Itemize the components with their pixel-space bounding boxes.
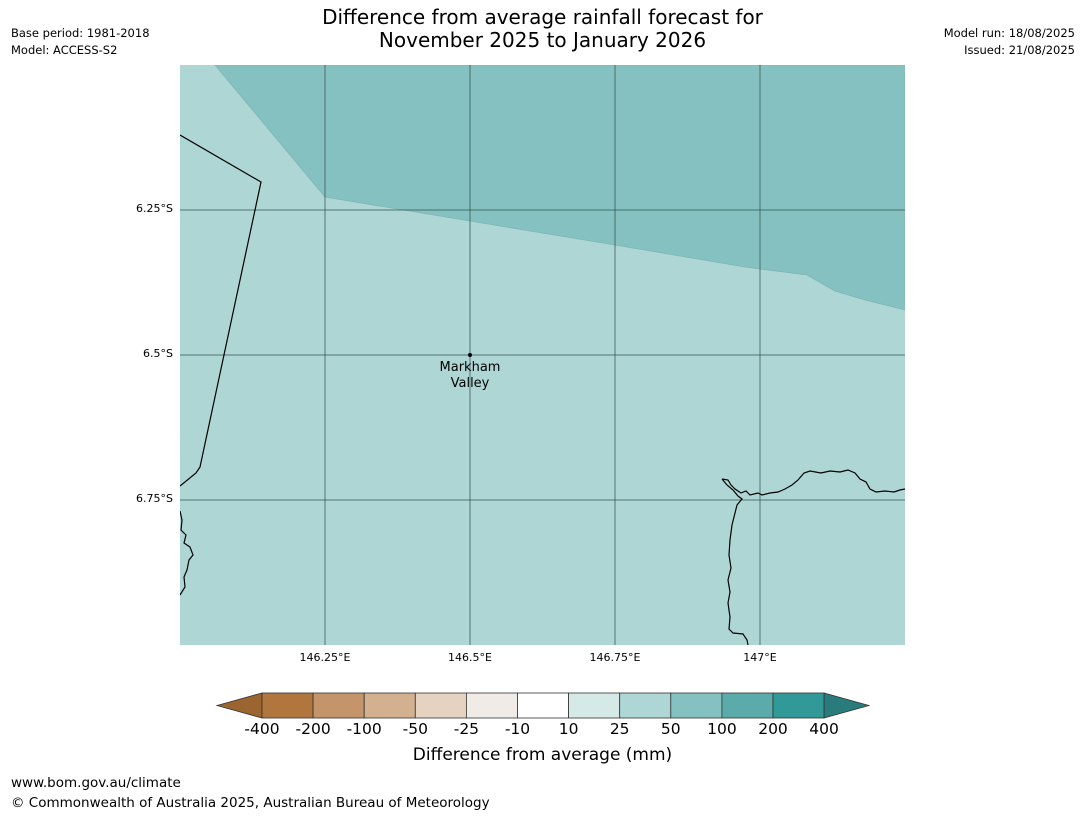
lat-tick-6-75: 6.75°S [136, 492, 173, 505]
base-period-text: Base period: 1981-2018 [11, 26, 150, 40]
colorbar-swatch [465, 692, 518, 719]
coastline-west [180, 510, 194, 596]
map-title: Difference from average rainfall forecas… [0, 6, 1085, 52]
model-text: Model: ACCESS-S2 [11, 43, 118, 57]
colorbar-tick-label: -400 [244, 720, 280, 738]
colorbar-arrow-high [823, 692, 870, 719]
model-run-text: Model run: 18/08/2025 [943, 26, 1075, 40]
colorbar-swatch [414, 692, 467, 719]
colorbar-swatch [517, 692, 569, 719]
meta-left: Base period: 1981-2018 Model: ACCESS-S2 [11, 25, 150, 59]
colorbar-swatch [363, 692, 416, 719]
colorbar-tick-label: -200 [295, 720, 331, 738]
province-boundary [180, 134, 262, 487]
colorbar-arrow-low [216, 692, 263, 719]
footer-url: www.bom.gov.au/climate [11, 775, 181, 791]
coastline-huon [721, 469, 905, 496]
colorbar-swatch [568, 692, 621, 719]
colorbar-title: Difference from average (mm) [412, 745, 673, 765]
colorbar-tick-label: -100 [346, 720, 382, 738]
place-label-markham-valley: Markham Valley [420, 360, 520, 392]
colorbar-tick-label: 25 [609, 720, 630, 738]
title-line-2: November 2025 to January 2026 [378, 28, 707, 52]
category-50-100-region [214, 65, 905, 311]
lat-tick-6-5: 6.5°S [143, 347, 173, 360]
place-label-line-1: Markham [439, 360, 501, 375]
lon-tick-147: 147°E [743, 651, 777, 664]
lon-tick-146-5: 146.5°E [448, 651, 492, 664]
lon-tick-146-25: 146.25°E [299, 651, 351, 664]
colorbar-tick-label: 100 [707, 720, 737, 738]
colorbar-tick-label: -10 [504, 720, 531, 738]
colorbar-tick-label: 50 [660, 720, 681, 738]
footer-copyright: © Commonwealth of Australia 2025, Austra… [11, 795, 490, 811]
issued-text: Issued: 21/08/2025 [964, 43, 1075, 57]
colorbar-swatch [261, 692, 314, 719]
location-marker [468, 353, 472, 357]
colorbar-tick-label: 400 [809, 720, 839, 738]
lat-tick-6-25: 6.25°S [136, 202, 173, 215]
colorbar-swatch [619, 692, 672, 719]
borders [180, 134, 905, 645]
colorbar-tick-label: -25 [453, 720, 480, 738]
gridlines [180, 65, 905, 645]
colorbar-tick-label: 10 [558, 720, 579, 738]
lon-tick-146-75: 146.75°E [589, 651, 641, 664]
colorbar-swatch [721, 692, 774, 719]
title-line-1: Difference from average rainfall forecas… [322, 5, 763, 29]
colorbar-swatch [772, 692, 825, 719]
colorbar [216, 692, 870, 719]
map-area [180, 65, 905, 645]
colorbar-swatch [670, 692, 723, 719]
place-label-line-2: Valley [450, 376, 490, 391]
colorbar-tick-label: -50 [402, 720, 428, 738]
colorbar-swatch [312, 692, 365, 719]
meta-right: Model run: 18/08/2025 Issued: 21/08/2025 [944, 25, 1075, 59]
colorbar-tick-label: 200 [758, 720, 788, 738]
coastline-markham-bay [721, 478, 749, 645]
